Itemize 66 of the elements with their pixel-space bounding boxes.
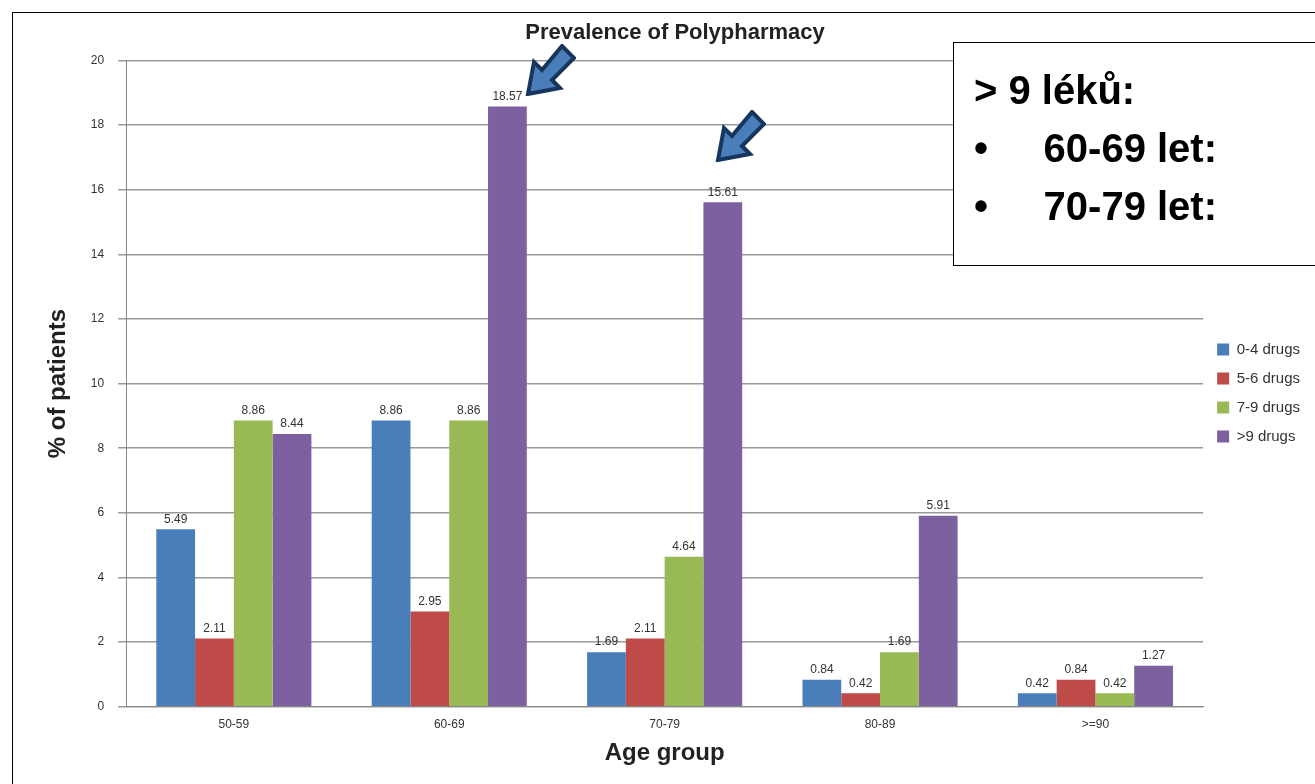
bar: [1095, 693, 1135, 707]
legend-label: >9 drugs: [1236, 426, 1296, 444]
y-tick-label: 10: [90, 375, 105, 390]
data-label: 8.86: [456, 402, 481, 417]
annotation: • 70-79 let:: [974, 183, 1218, 230]
bar: [1017, 693, 1057, 707]
y-tick-label: 14: [90, 246, 105, 261]
bar: [156, 529, 196, 707]
x-tick-label: 70-79: [649, 717, 681, 732]
data-label: 8.86: [241, 402, 266, 417]
y-tick-label: 0: [97, 699, 105, 714]
bar: [703, 202, 743, 707]
bar: [1134, 665, 1173, 707]
data-label: 8.86: [379, 402, 404, 417]
data-label: 2.95: [418, 593, 442, 608]
y-tick-label: 16: [90, 181, 105, 196]
data-label: 0.84: [1064, 661, 1089, 676]
legend-label: 5-6 drugs: [1236, 368, 1301, 386]
bar: [371, 420, 411, 707]
annotation: > 9 léků:: [974, 67, 1137, 114]
bar: [841, 693, 881, 707]
data-label: 4.64: [672, 539, 697, 554]
bar: [272, 434, 312, 707]
data-label: 1.69: [594, 634, 619, 649]
bar: [802, 679, 842, 707]
y-axis-title: % of patients: [43, 308, 71, 459]
bar: [664, 556, 704, 707]
data-label: 15.61: [707, 184, 739, 199]
y-tick-label: 8: [97, 440, 105, 455]
y-tick-label: 12: [90, 311, 105, 326]
y-tick-label: 2: [97, 634, 105, 649]
y-tick-label: 20: [90, 52, 105, 67]
bar: [195, 638, 234, 707]
x-tick-label: >=90: [1081, 717, 1110, 732]
y-tick-label: 4: [97, 569, 105, 584]
data-label: 1.69: [887, 634, 912, 649]
x-axis-title: Age group: [604, 738, 725, 766]
bar: [410, 611, 450, 707]
bar: [918, 515, 958, 707]
bar: [1056, 679, 1096, 707]
legend-label: 7-9 drugs: [1236, 397, 1301, 415]
x-tick-label: 60-69: [433, 717, 465, 732]
data-label: 0.42: [1103, 675, 1127, 690]
data-label: 5.91: [926, 498, 951, 513]
y-tick-label: 6: [97, 505, 105, 520]
y-tick-label: 18: [90, 117, 105, 132]
data-label: 8.44: [280, 416, 305, 431]
x-tick-label: 80-89: [864, 717, 896, 732]
data-label: 1.27: [1141, 648, 1166, 663]
data-label: 0.42: [848, 675, 873, 690]
bar: [587, 652, 626, 707]
annotation: • 60-69 let:: [974, 125, 1218, 172]
x-tick-label: 50-59: [218, 717, 250, 732]
data-label: 2.11: [634, 620, 657, 635]
legend-label: 0-4 drugs: [1236, 339, 1301, 357]
bar: [488, 106, 527, 707]
bar: [880, 652, 919, 707]
bar: [233, 420, 273, 707]
data-label: 18.57: [492, 88, 523, 103]
data-label: 5.49: [164, 511, 188, 526]
data-label: 0.84: [810, 661, 834, 676]
data-label: 0.42: [1025, 675, 1050, 690]
bar: [625, 638, 665, 707]
chart-title: Prevalence of Polypharmacy: [525, 19, 826, 45]
data-label: 2.11: [203, 620, 227, 635]
bar: [449, 420, 489, 707]
